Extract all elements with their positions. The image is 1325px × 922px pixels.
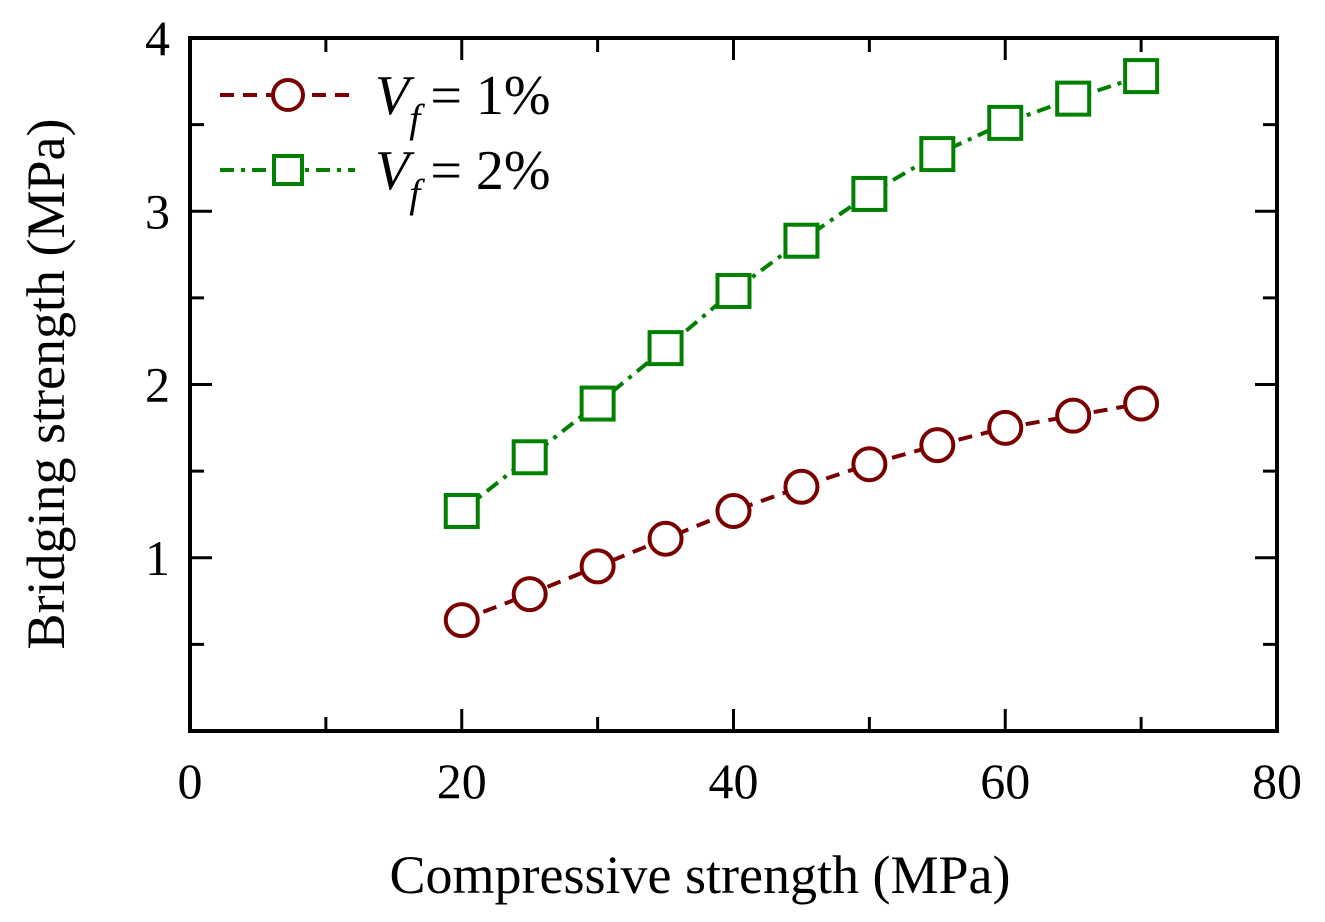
series-line-1 — [461, 401, 1142, 622]
series-line-2 — [460, 74, 1142, 513]
x-tick-label: 40 — [709, 753, 759, 809]
data-point — [443, 492, 480, 529]
x-tick-label: 0 — [178, 753, 203, 809]
data-point — [1123, 385, 1160, 422]
x-tick-label: 20 — [437, 753, 487, 809]
data-point — [579, 548, 616, 585]
y-tick-label: 3 — [145, 183, 170, 239]
data-point — [851, 175, 888, 212]
data-point — [1055, 397, 1092, 434]
y-tick-label: 4 — [145, 10, 170, 66]
series-markers — [443, 58, 1160, 639]
series-lines — [460, 74, 1142, 622]
data-point — [511, 576, 548, 613]
data-point — [851, 446, 888, 483]
data-point — [1055, 80, 1092, 117]
legend-label-vf-2: Vf = 2% — [375, 140, 551, 216]
legend-label-vf-1: Vf = 1% — [375, 65, 551, 141]
axis-tick-labels: 0 20 40 60 80 1 2 3 4 — [145, 10, 1302, 809]
legend-value-vf-1: = 1% — [430, 65, 550, 127]
legend-entry-vf-2: Vf = 2% — [220, 140, 551, 216]
data-point — [511, 439, 548, 476]
data-point — [715, 272, 752, 309]
legend-subscript-vf-1: f — [409, 96, 425, 141]
legend-entry-vf-1: Vf = 1% — [220, 65, 551, 141]
legend-marker-vf-1 — [271, 78, 305, 112]
data-point — [783, 222, 820, 259]
y-axis-title: Bridging strength (MPa) — [16, 119, 76, 650]
data-point — [715, 492, 752, 529]
data-point — [919, 136, 956, 173]
data-point — [987, 409, 1024, 446]
plot-area — [188, 36, 1279, 733]
x-tick-label: 60 — [980, 753, 1030, 809]
legend-symbol-vf-2: V — [375, 140, 415, 202]
legend-marker-vf-2 — [272, 154, 304, 186]
legend-symbol-vf-1: V — [375, 65, 415, 127]
data-point — [647, 330, 684, 367]
data-point — [1123, 58, 1160, 95]
legend-subscript-vf-2: f — [409, 171, 425, 216]
data-point — [919, 427, 956, 464]
y-tick-label: 2 — [145, 357, 170, 413]
data-point — [987, 104, 1024, 141]
legend: Vf = 1% Vf = 2% — [220, 65, 551, 216]
data-point — [443, 602, 480, 639]
data-point — [579, 385, 616, 422]
x-axis-title: Compressive strength (MPa) — [390, 845, 1011, 905]
y-tick-label: 1 — [145, 530, 170, 586]
legend-value-vf-2: = 2% — [430, 140, 550, 202]
data-point — [783, 468, 820, 505]
axis-ticks — [188, 36, 1279, 733]
x-tick-label: 80 — [1252, 753, 1302, 809]
data-point — [647, 520, 684, 557]
